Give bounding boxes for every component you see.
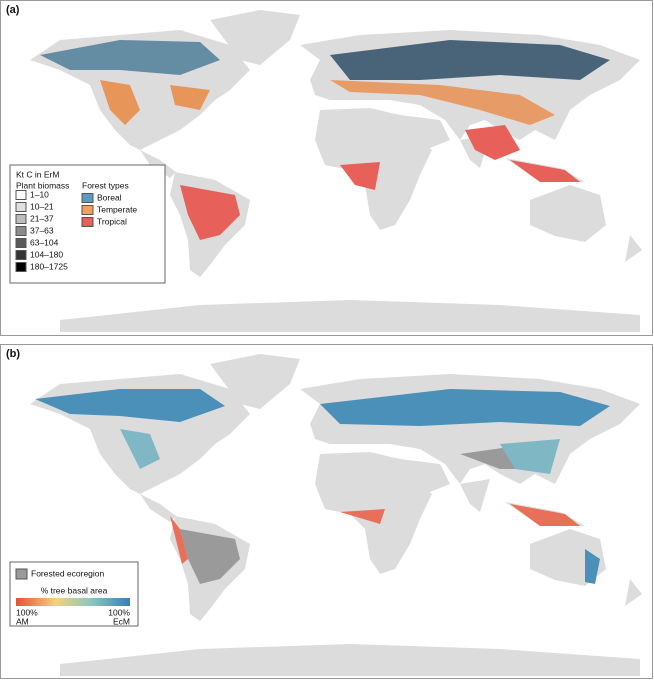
legend-swatch bbox=[15, 568, 28, 580]
legend: Forested ecoregion % tree basal area 100… bbox=[9, 561, 139, 627]
gradient-label: AM bbox=[16, 616, 29, 626]
legend-label: 1–10 bbox=[30, 189, 49, 199]
gradient-bar bbox=[16, 598, 130, 606]
legend-label: 10–21 bbox=[30, 201, 54, 211]
legend-swatch bbox=[15, 250, 27, 260]
tropical-forest bbox=[340, 125, 580, 190]
legend-subtitle: Forest types bbox=[82, 180, 129, 190]
panel-b: (b) Forested ecoregion % tree basal area… bbox=[0, 344, 653, 679]
legend-label: 21–37 bbox=[30, 213, 54, 223]
ecm-forest bbox=[585, 549, 600, 584]
legend-label: 37–63 bbox=[30, 225, 54, 235]
gradient-label: 100% bbox=[16, 607, 38, 617]
boreal-forest bbox=[40, 40, 220, 75]
legend-title: Kt C in ErM bbox=[16, 169, 59, 179]
legend-label: Tropical bbox=[97, 216, 127, 226]
legend-label: 180–1725 bbox=[30, 261, 68, 271]
legend-swatch bbox=[81, 205, 94, 215]
gradient-title: % tree basal area bbox=[41, 585, 108, 595]
legend-box bbox=[9, 561, 139, 627]
legend-label: 104–180 bbox=[30, 249, 63, 259]
panel-a: (a) Kt C in ErM Plant biomass Forest typ… bbox=[0, 0, 653, 336]
legend-label: Forested ecoregion bbox=[31, 568, 105, 578]
legend-label: Boreal bbox=[97, 192, 122, 202]
legend-label: Temperate bbox=[97, 204, 137, 214]
legend-swatch bbox=[15, 262, 27, 272]
gradient-label: EcM bbox=[113, 616, 130, 626]
legend-swatch bbox=[15, 190, 27, 200]
tropical-forest bbox=[180, 185, 240, 240]
panel-label: (b) bbox=[6, 348, 20, 360]
ecm-forest bbox=[35, 389, 610, 426]
am-forest bbox=[170, 504, 580, 564]
legend-subtitle: Plant biomass bbox=[16, 180, 69, 190]
boreal-forest bbox=[330, 40, 610, 80]
gradient-label: 100% bbox=[108, 607, 130, 617]
panel-label: (a) bbox=[6, 4, 20, 16]
legend-swatch bbox=[15, 226, 27, 236]
legend-swatch bbox=[81, 217, 94, 227]
temperate-forest bbox=[330, 80, 555, 125]
legend: Kt C in ErM Plant biomass Forest types 1… bbox=[9, 164, 166, 284]
legend-swatch bbox=[15, 214, 27, 224]
legend-label: 63–104 bbox=[30, 237, 59, 247]
legend-swatch bbox=[15, 202, 27, 212]
legend-swatch bbox=[81, 193, 94, 203]
forested-ecoregion bbox=[180, 444, 540, 584]
legend-swatch bbox=[15, 238, 27, 248]
temperate-forest bbox=[100, 80, 210, 125]
